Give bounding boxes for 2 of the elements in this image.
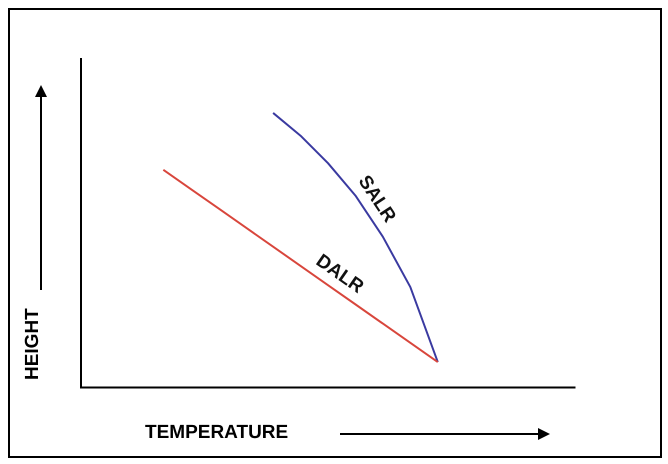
x-axis-title: TEMPERATURE [145, 422, 288, 444]
y-axis-title: HEIGHT [22, 308, 44, 380]
